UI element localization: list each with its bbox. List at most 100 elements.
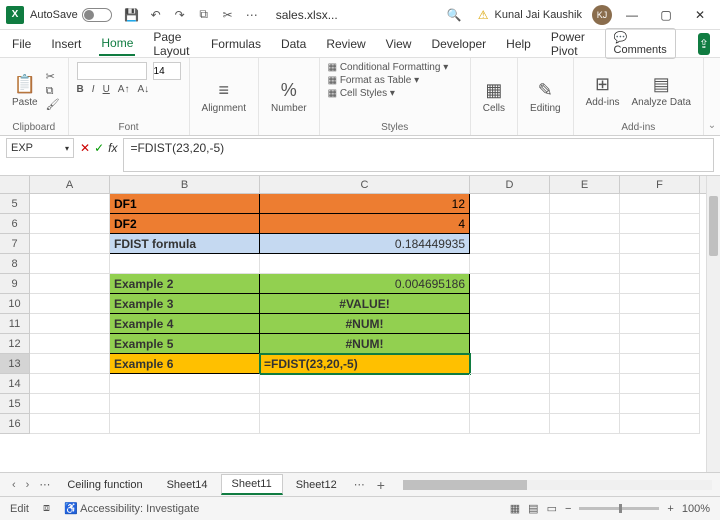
cell[interactable] — [260, 414, 470, 434]
workbook-stats-icon[interactable]: ⧈ — [43, 502, 50, 515]
cell[interactable] — [550, 414, 620, 434]
font-decrease-icon[interactable]: A↓ — [137, 84, 149, 95]
add-sheet-button[interactable]: + — [371, 477, 391, 493]
cell[interactable]: Example 5 — [110, 334, 260, 354]
cut-icon[interactable]: ✂ — [220, 7, 236, 23]
select-all-corner[interactable] — [0, 176, 30, 194]
redo-icon[interactable]: ↷ — [172, 7, 188, 23]
cell[interactable]: Example 2 — [110, 274, 260, 294]
analyze-data-button[interactable]: ▤Analyze Data — [628, 74, 695, 108]
cell[interactable] — [620, 194, 700, 214]
tab-nav-more-icon[interactable]: ⋯ — [35, 478, 54, 491]
row-header[interactable]: 10 — [0, 294, 29, 314]
warning-icon[interactable]: ⚠ — [478, 8, 489, 22]
cell[interactable] — [550, 274, 620, 294]
cell[interactable] — [30, 194, 110, 214]
cell[interactable] — [470, 294, 550, 314]
cell[interactable] — [550, 334, 620, 354]
cell[interactable] — [470, 194, 550, 214]
vertical-scrollbar[interactable] — [706, 176, 720, 472]
minimize-button[interactable]: — — [618, 0, 646, 30]
cell[interactable]: Example 4 — [110, 314, 260, 334]
menu-home[interactable]: Home — [99, 32, 135, 56]
cell[interactable] — [620, 294, 700, 314]
font-family-input[interactable] — [77, 62, 147, 80]
more-icon[interactable]: ⋯ — [244, 7, 260, 23]
cell[interactable] — [30, 414, 110, 434]
menu-data[interactable]: Data — [279, 33, 308, 55]
copy-icon[interactable]: ⧉ — [196, 7, 212, 23]
paste-button[interactable]: 📋Paste — [8, 74, 42, 108]
scrollbar-thumb[interactable] — [709, 196, 718, 256]
tab-nav-prev-icon[interactable]: ‹ — [8, 479, 20, 491]
menu-insert[interactable]: Insert — [49, 33, 83, 55]
cell[interactable] — [470, 274, 550, 294]
font-increase-icon[interactable]: A↑ — [118, 84, 130, 95]
name-box[interactable]: EXP▾ — [6, 138, 74, 158]
scrollbar-thumb[interactable] — [403, 480, 527, 490]
cell[interactable]: #NUM! — [260, 314, 470, 334]
cell[interactable]: DF2 — [110, 214, 260, 234]
save-icon[interactable]: 💾 — [124, 7, 140, 23]
menu-page-layout[interactable]: Page Layout — [151, 26, 193, 62]
cell[interactable] — [110, 254, 260, 274]
zoom-out-button[interactable]: − — [565, 503, 571, 515]
sheet-tab[interactable]: Sheet11 — [221, 474, 283, 495]
cell[interactable] — [260, 394, 470, 414]
row-header[interactable]: 6 — [0, 214, 29, 234]
cell[interactable]: Example 6 — [110, 354, 260, 374]
cell[interactable] — [620, 374, 700, 394]
cell[interactable] — [550, 374, 620, 394]
cell[interactable]: FDIST formula — [110, 234, 260, 254]
copy-small-icon[interactable]: ⧉ — [46, 86, 60, 97]
cell[interactable] — [470, 214, 550, 234]
cells-button[interactable]: ▦Cells — [479, 80, 509, 114]
column-header[interactable]: F — [620, 176, 700, 193]
menu-file[interactable]: File — [10, 33, 33, 55]
cell[interactable] — [30, 234, 110, 254]
tab-more-icon[interactable]: ⋯ — [350, 478, 369, 491]
cell[interactable] — [550, 314, 620, 334]
cell[interactable] — [470, 374, 550, 394]
row-header[interactable]: 13 — [0, 354, 29, 374]
number-button[interactable]: %Number — [267, 80, 311, 114]
row-header[interactable]: 5 — [0, 194, 29, 214]
cell[interactable]: 4 — [260, 214, 470, 234]
row-header[interactable]: 12 — [0, 334, 29, 354]
cell[interactable] — [550, 354, 620, 374]
row-header[interactable]: 9 — [0, 274, 29, 294]
cell[interactable]: Example 3 — [110, 294, 260, 314]
row-header[interactable]: 15 — [0, 394, 29, 414]
cell[interactable] — [30, 354, 110, 374]
menu-view[interactable]: View — [384, 33, 414, 55]
zoom-in-button[interactable]: + — [667, 503, 673, 515]
search-icon[interactable]: 🔍 — [447, 8, 462, 22]
cell[interactable] — [30, 214, 110, 234]
bold-button[interactable]: B — [77, 84, 84, 95]
cell[interactable] — [110, 374, 260, 394]
cell[interactable] — [110, 414, 260, 434]
sheet-tab[interactable]: Sheet12 — [285, 475, 348, 494]
share-button[interactable]: ⇪ — [698, 33, 710, 55]
cells-area[interactable]: DF112DF24FDIST formula0.184449935Example… — [30, 194, 706, 472]
cell[interactable] — [620, 334, 700, 354]
row-header[interactable]: 14 — [0, 374, 29, 394]
comments-button[interactable]: 💬 Comments — [605, 28, 676, 59]
tab-nav-next-icon[interactable]: › — [22, 479, 34, 491]
cell[interactable] — [470, 414, 550, 434]
cell[interactable] — [30, 334, 110, 354]
cell[interactable] — [470, 234, 550, 254]
cell[interactable] — [620, 234, 700, 254]
formula-accept-icon[interactable]: ✓ — [94, 141, 104, 155]
cell[interactable] — [30, 274, 110, 294]
ribbon-collapse-icon[interactable]: ⌄ — [704, 58, 720, 135]
close-button[interactable]: ✕ — [686, 0, 714, 30]
horizontal-scrollbar[interactable] — [403, 480, 712, 490]
column-header[interactable]: C — [260, 176, 470, 193]
addins-button[interactable]: ⊞Add-ins — [582, 74, 624, 108]
conditional-formatting-button[interactable]: ▦ Conditional Formatting ▾ — [328, 62, 449, 73]
zoom-slider[interactable] — [579, 507, 659, 510]
cell[interactable]: =FDIST(23,20,-5) — [260, 354, 470, 374]
row-header[interactable]: 16 — [0, 414, 29, 434]
cell[interactable]: #VALUE! — [260, 294, 470, 314]
